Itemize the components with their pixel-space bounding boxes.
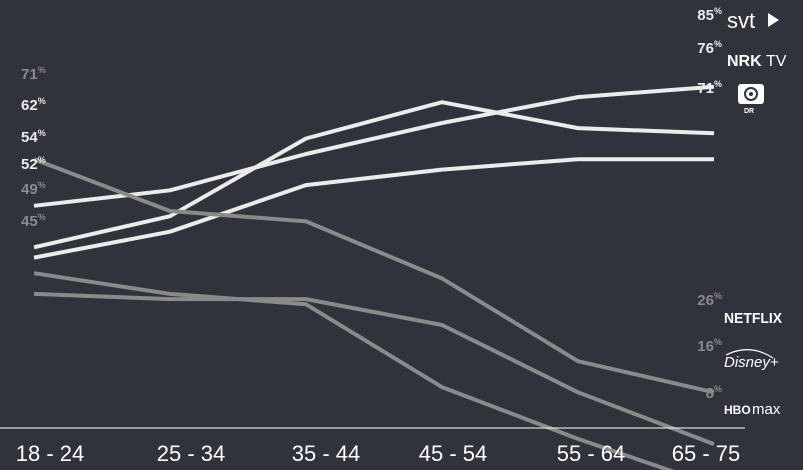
dr-logo-dot [749,92,753,96]
x-tick-labels: 18 - 24 25 - 34 35 - 44 45 - 54 55 - 64 65 - … [16,441,741,466]
value-label: 52% [21,155,46,173]
value-number: 54 [21,129,38,146]
value-label: 26% [697,291,722,309]
percent-sign: % [38,180,46,190]
value-label: 76% [697,39,722,57]
netflix-logo-text: NETFLIX [724,310,782,327]
value-number: 71 [21,66,38,83]
series-line-dr [33,157,714,260]
percent-sign: % [714,79,722,89]
value-label: 54% [21,128,46,146]
max-logo-text: max [752,401,781,418]
value-label: 85% [697,6,722,24]
x-tick-label: 35 - 44 [292,441,361,466]
percent-sign: % [38,96,46,106]
series-lines [33,84,715,470]
x-tick-label: 45 - 54 [419,441,488,466]
value-labels: 71%62%54%52%49%45%85%76%71%26%16%8% [21,6,722,402]
value-number: 8 [706,385,714,402]
disney-arc-icon [725,349,774,359]
x-tick-label: 18 - 24 [16,441,85,466]
hbo-max-logo: HBO max [724,401,781,418]
percent-sign: % [714,337,722,347]
value-label: 8% [706,384,722,402]
nrk-tv-logo: NRK TV [727,53,787,70]
svt-logo: svt [727,8,779,33]
svt-play-icon [768,13,779,27]
percent-sign: % [38,212,46,222]
value-label: 49% [21,180,46,198]
value-number: 49 [21,181,38,198]
series-line-nrk-tv [33,100,715,250]
value-number: 16 [697,338,714,355]
value-number: 26 [697,292,714,309]
x-tick-label: 25 - 34 [157,441,226,466]
dr-logo-ring [744,87,758,101]
series-line-hbo-max [33,271,675,470]
series-line-disney- [33,291,715,446]
svt-logo-text: svt [727,8,755,33]
value-label: 71% [21,65,46,83]
percent-sign: % [38,65,46,75]
dr-logo-text: DR [744,108,754,115]
percent-sign: % [38,155,46,165]
percent-sign: % [714,291,722,301]
disney-plus-logo-text: Disney+ [724,354,779,371]
disney-plus-logo: Disney+ [724,349,779,371]
nrk-logo-text: NRK [727,53,762,70]
percent-sign: % [714,39,722,49]
nrk-tv-logo-text: TV [766,53,787,70]
value-label: 16% [697,337,722,355]
value-label: 71% [697,79,722,97]
x-tick-label: 65 - 75 [672,441,741,466]
percent-sign: % [714,6,722,16]
percent-sign: % [714,384,722,394]
netflix-logo: NETFLIX [724,310,782,327]
series-line-netflix [33,157,715,395]
value-number: 52 [21,156,38,173]
value-number: 45 [21,213,38,230]
hbo-logo-text: HBO [724,403,751,417]
value-number: 85 [697,7,714,24]
value-number: 62 [21,97,38,114]
series-line-svt [33,84,715,208]
x-tick-label: 55 - 64 [557,441,626,466]
value-number: 71 [697,80,714,97]
percent-sign: % [38,128,46,138]
dr-logo: DR [738,84,764,115]
value-number: 76 [697,40,714,57]
value-label: 62% [21,96,46,114]
value-label: 45% [21,212,46,230]
